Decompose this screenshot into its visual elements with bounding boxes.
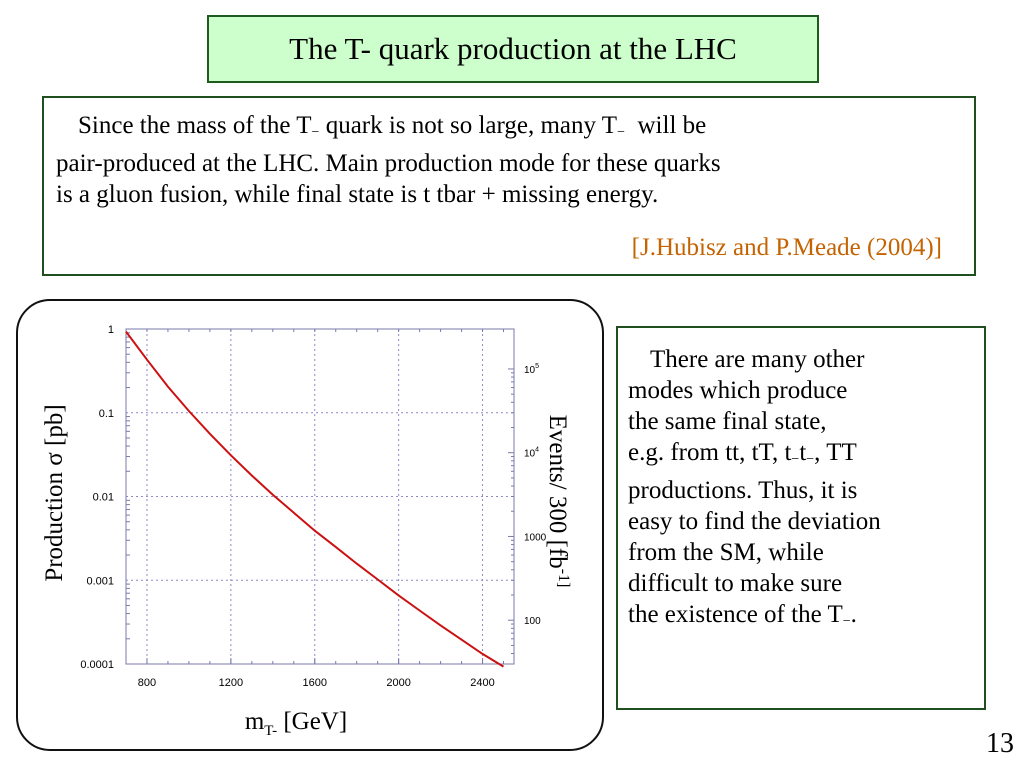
- side-line-4-sub-2: −: [806, 452, 815, 467]
- page-number: 13: [986, 728, 1014, 759]
- y-axis-label-right: Events/ 300 [fb-1]: [544, 415, 572, 588]
- intro-subscript-1: −: [311, 125, 320, 140]
- y-axis-label-right-main: Events/ 300 [fb: [544, 415, 571, 569]
- side-line-4-sub-1: −: [791, 452, 800, 467]
- production-chart: 800 1200 1600 2000 2400 1 0.1 0.01 0.001 0.0001 10…: [41, 324, 572, 739]
- side-line-3: the same final state,: [628, 408, 827, 435]
- x-axis-label-main: m: [245, 708, 265, 735]
- y-axis-label-right-sup: -1]: [555, 569, 572, 588]
- side-line-4: e.g. from tt, tT, t−t−, TT: [628, 437, 974, 475]
- chart-panel: 800 1200 1600 2000 2400 1 0.1 0.01 0.001 0.0001 10…: [16, 299, 604, 751]
- y-tick-label-left: 0.1: [99, 408, 114, 420]
- y-tick-label-left: 1: [108, 324, 114, 336]
- side-line-4-mid: t: [799, 439, 807, 466]
- side-line-7: from the SM, while: [628, 539, 824, 566]
- plot-frame: [125, 328, 515, 665]
- side-line-4-pre: e.g. from tt, tT, t: [628, 439, 792, 466]
- x-axis-label-unit: [GeV]: [277, 708, 347, 735]
- x-axis-label-sub: T-: [264, 723, 277, 739]
- x-tick-label: 2000: [386, 677, 410, 689]
- intro-line-1: Since the mass of the T− quark is not so…: [56, 110, 964, 148]
- x-axis-label: mT- [GeV]: [245, 708, 347, 739]
- x-tick-label: 2400: [470, 677, 494, 689]
- citation: [J.Hubisz and P.Meade (2004)]: [631, 234, 942, 261]
- side-line-6: easy to find the deviation: [628, 508, 881, 535]
- intro-line-3: is a gluon fusion, while final state is …: [56, 181, 659, 208]
- intro-line-2: pair-produced at the LHC. Main productio…: [56, 150, 721, 177]
- side-line-8: difficult to make sure: [628, 570, 843, 597]
- y-tick-label-right: 105: [524, 363, 539, 376]
- side-line-9: the existence of the T−.: [628, 599, 974, 637]
- y-tick-label-left: 0.0001: [80, 659, 114, 671]
- y-tick-label-right: 1000: [524, 532, 547, 543]
- intro-text-box: Since the mass of the T− quark is not so…: [42, 96, 976, 276]
- side-text-box: There are many other modes which produce…: [616, 326, 986, 710]
- side-line-4-post: , TT: [814, 439, 857, 466]
- side-line-2: modes which produce: [628, 377, 848, 404]
- x-tick-label: 1200: [219, 677, 243, 689]
- x-tick-label: 1600: [303, 677, 327, 689]
- side-line-5: productions. Thus, it is: [628, 477, 858, 504]
- y-axis-label-left: Production σ [pb]: [41, 404, 68, 581]
- side-line-9-pre: the existence of the T: [628, 601, 843, 628]
- intro-line-1-pre: Since the mass of the T: [78, 112, 312, 139]
- side-line-9-post: .: [850, 601, 857, 628]
- y-tick-label-right: 100: [524, 616, 541, 627]
- series-line: [125, 331, 505, 668]
- slide-title-text: The T- quark production at the LHC: [289, 31, 737, 66]
- slide-title: The T- quark production at the LHC: [207, 15, 819, 83]
- line-layer: [125, 331, 505, 668]
- label-layer: 800 1200 1600 2000 2400 1 0.1 0.01 0.001 0.0001 10…: [80, 324, 546, 689]
- y-tick-label-right: 104: [524, 447, 539, 460]
- y-tick-label-left: 0.01: [93, 492, 114, 504]
- intro-subscript-2: −: [617, 125, 625, 140]
- y-tick-label-left: 0.001: [86, 575, 114, 587]
- intro-line-1-post: will be: [625, 112, 707, 139]
- side-line-1: There are many other: [650, 346, 865, 373]
- grid-layer: [126, 329, 514, 664]
- side-line-9-sub: −: [842, 614, 851, 629]
- tick-layer: [126, 329, 514, 664]
- x-tick-label: 800: [138, 677, 156, 689]
- intro-line-1-mid: quark is not so large, many T: [319, 112, 618, 139]
